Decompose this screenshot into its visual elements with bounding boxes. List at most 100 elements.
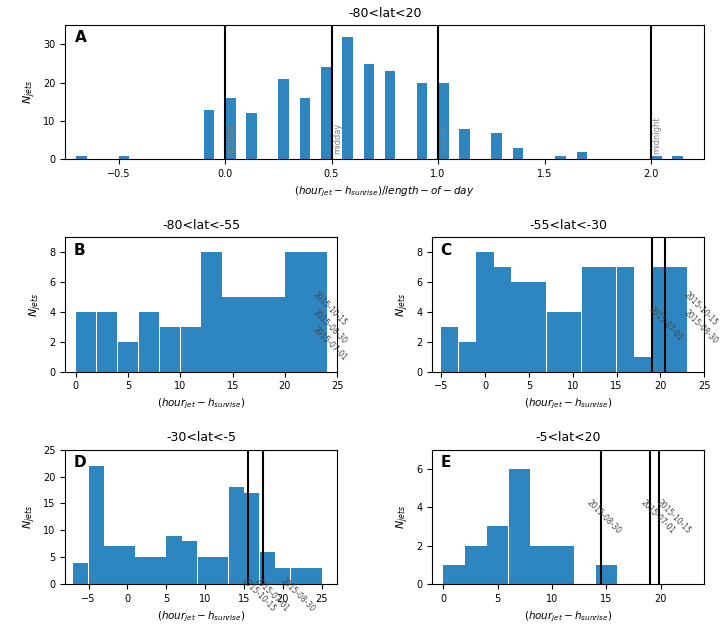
Bar <box>97 312 118 372</box>
Text: 2015-10-15: 2015-10-15 <box>311 290 348 327</box>
X-axis label: $(hour_{jet} - h_{sunrise})$: $(hour_{jet} - h_{sunrise})$ <box>157 609 245 624</box>
Y-axis label: $N_{jets}$: $N_{jets}$ <box>394 505 411 529</box>
Bar <box>139 312 159 372</box>
Text: D: D <box>73 455 86 470</box>
Bar <box>531 546 552 584</box>
Bar <box>342 36 353 160</box>
Y-axis label: $N_{jets}$: $N_{jets}$ <box>21 80 38 104</box>
Bar <box>285 252 306 372</box>
Text: midnight: midnight <box>653 116 661 154</box>
Bar <box>76 156 86 160</box>
Bar <box>264 297 285 372</box>
Bar <box>89 466 104 584</box>
Bar <box>576 152 587 160</box>
Bar <box>616 268 634 372</box>
Bar <box>321 67 332 160</box>
Bar <box>494 268 511 372</box>
Bar <box>417 83 428 160</box>
Bar <box>118 342 139 372</box>
Bar <box>552 546 574 584</box>
X-axis label: $(hour_{jet} - h_{sunrise})/length - of - day$: $(hour_{jet} - h_{sunrise})/length - of … <box>295 185 475 199</box>
Bar <box>73 563 89 584</box>
Bar <box>260 552 275 584</box>
Text: C: C <box>441 243 452 257</box>
X-axis label: $(hour_{jet} - h_{sunrise})$: $(hour_{jet} - h_{sunrise})$ <box>524 397 613 411</box>
Text: 2015-07-01: 2015-07-01 <box>311 325 348 363</box>
Bar <box>465 546 486 584</box>
Title: -5<lat<20: -5<lat<20 <box>536 431 601 445</box>
Bar <box>105 546 120 584</box>
Text: sunrise: sunrise <box>227 123 236 154</box>
Text: 2015-07-01: 2015-07-01 <box>253 576 291 614</box>
Bar <box>229 487 244 584</box>
Y-axis label: $N_{jets}$: $N_{jets}$ <box>394 293 411 317</box>
Text: A: A <box>75 31 86 45</box>
Bar <box>487 526 508 584</box>
Text: 2015-08-30: 2015-08-30 <box>584 497 622 535</box>
Bar <box>306 252 327 372</box>
Bar <box>181 327 201 372</box>
Y-axis label: $N_{jets}$: $N_{jets}$ <box>21 505 38 529</box>
Text: 2015-08-30: 2015-08-30 <box>279 576 317 614</box>
Bar <box>202 252 222 372</box>
Bar <box>151 557 166 584</box>
Bar <box>136 557 150 584</box>
Bar <box>275 568 290 584</box>
Bar <box>213 557 228 584</box>
Text: sunset: sunset <box>440 126 449 154</box>
Bar <box>385 71 396 160</box>
Bar <box>225 98 236 160</box>
Bar <box>651 156 661 160</box>
Bar <box>166 536 182 584</box>
Bar <box>243 297 264 372</box>
Bar <box>547 312 563 372</box>
Title: -55<lat<-30: -55<lat<-30 <box>529 219 607 232</box>
Bar <box>438 83 449 160</box>
Bar <box>300 98 310 160</box>
Text: 2015-10-15: 2015-10-15 <box>682 290 719 327</box>
Bar <box>441 327 459 372</box>
Bar <box>476 252 494 372</box>
Bar <box>222 297 243 372</box>
Bar <box>197 557 213 584</box>
Bar <box>492 133 502 160</box>
Text: midday: midday <box>333 122 342 154</box>
Text: 2015-07-01: 2015-07-01 <box>639 497 677 535</box>
Bar <box>564 312 582 372</box>
Bar <box>555 156 566 160</box>
Bar <box>511 282 529 372</box>
Bar <box>278 79 289 160</box>
Bar <box>204 109 214 160</box>
X-axis label: $(hour_{jet} - h_{sunrise})$: $(hour_{jet} - h_{sunrise})$ <box>524 609 613 624</box>
Bar <box>599 268 616 372</box>
Bar <box>118 156 129 160</box>
Bar <box>244 493 259 584</box>
Bar <box>672 156 683 160</box>
Bar <box>246 114 257 160</box>
Bar <box>529 282 546 372</box>
Bar <box>652 268 669 372</box>
Title: -80<lat<-55: -80<lat<-55 <box>162 219 240 232</box>
Text: 2015-08-30: 2015-08-30 <box>311 308 348 345</box>
Text: 2015-07-01: 2015-07-01 <box>647 305 685 342</box>
Bar <box>582 268 599 372</box>
Text: 2015-10-15: 2015-10-15 <box>656 497 693 535</box>
Bar <box>290 568 306 584</box>
Bar <box>459 342 476 372</box>
Bar <box>76 312 97 372</box>
Bar <box>306 568 322 584</box>
Bar <box>444 565 465 584</box>
Text: B: B <box>73 243 85 257</box>
Bar <box>669 268 687 372</box>
Bar <box>364 63 374 160</box>
Bar <box>513 148 523 160</box>
Bar <box>182 541 197 584</box>
Text: 2015-10-15: 2015-10-15 <box>240 576 277 614</box>
Text: 2015-08-30: 2015-08-30 <box>682 308 720 345</box>
X-axis label: $(hour_{jet} - h_{sunrise})$: $(hour_{jet} - h_{sunrise})$ <box>157 397 245 411</box>
Bar <box>635 357 651 372</box>
Bar <box>160 327 180 372</box>
Bar <box>509 469 530 584</box>
Bar <box>596 565 617 584</box>
Bar <box>120 546 135 584</box>
